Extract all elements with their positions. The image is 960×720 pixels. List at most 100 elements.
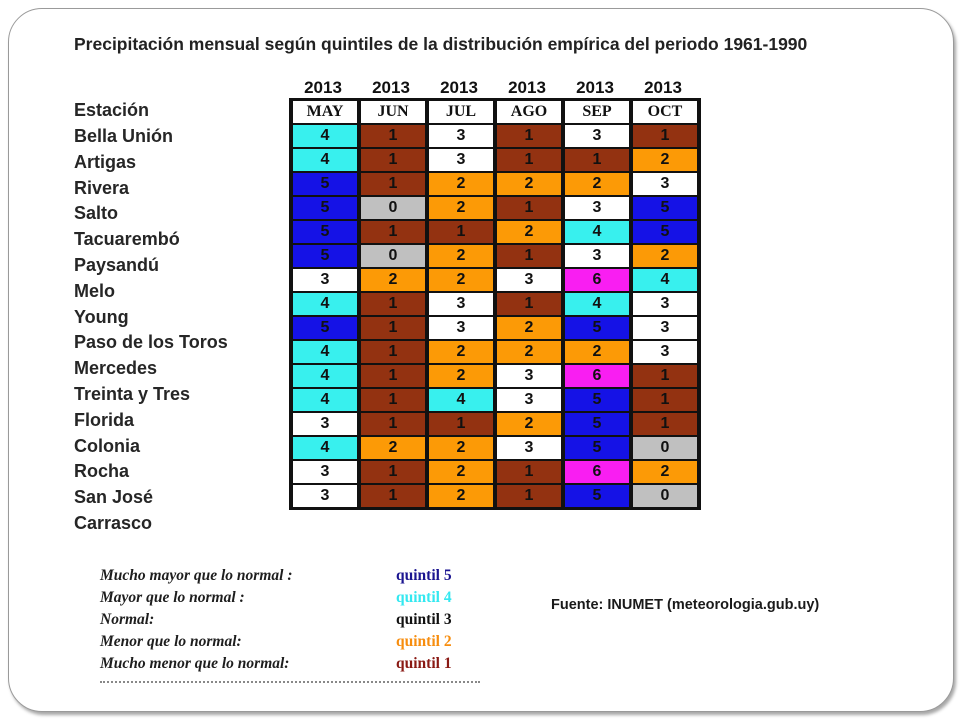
month-header-cell: JUL	[429, 101, 493, 123]
legend-description: Mucho mayor que lo normal :	[100, 567, 293, 584]
quintile-cell: 1	[361, 221, 425, 243]
quintile-cell: 5	[293, 221, 357, 243]
quintile-cell: 6	[565, 461, 629, 483]
month-header-cell: MAY	[293, 101, 357, 123]
quintile-cell: 3	[293, 461, 357, 483]
quintile-cell: 5	[293, 197, 357, 219]
quintile-cell: 2	[429, 365, 493, 387]
quintile-cell: 2	[633, 149, 697, 171]
year-header-cell: 2013	[644, 78, 682, 97]
legend-quintile-label: quintil 1	[396, 655, 452, 672]
station-name: Paysandú	[74, 255, 160, 275]
station-name: Salto	[74, 203, 119, 224]
quintile-cell: 3	[429, 125, 493, 147]
legend-entry: Mayor que lo normal : quintil 4	[100, 589, 500, 611]
quintile-cell: 3	[633, 317, 697, 339]
quintile-cell: 2	[429, 197, 493, 219]
quintile-cell: 6	[565, 269, 629, 291]
quintile-cell: 2	[497, 173, 561, 195]
quintile-cell: 0	[633, 485, 697, 507]
quintile-cell: 5	[633, 197, 697, 219]
quintile-cell: 6	[565, 365, 629, 387]
quintile-cell: 3	[565, 125, 629, 147]
quintile-cell: 1	[429, 413, 493, 435]
legend-quintile-label: quintil 2	[396, 633, 452, 650]
quintile-cell: 3	[497, 389, 561, 411]
quintile-cell: 4	[293, 341, 357, 363]
quintile-cell: 1	[497, 125, 561, 147]
year-header-cell: 2013	[508, 78, 546, 97]
station-name: Treinta y Tres	[74, 384, 191, 404]
year-header-cell: 2013	[304, 78, 342, 97]
quintile-cell: 5	[633, 221, 697, 243]
quintile-cell: 1	[497, 461, 561, 483]
legend-description: Mayor que lo normal :	[100, 589, 245, 606]
legend-description: Menor que lo normal:	[100, 633, 242, 650]
legend-quintile-label: quintil 3	[396, 611, 452, 628]
legend-description: Normal:	[100, 611, 155, 628]
quintile-cell: 3	[497, 365, 561, 387]
quintile-cell: 3	[633, 293, 697, 315]
quintile-cell: 1	[633, 365, 697, 387]
quintile-cell: 0	[361, 197, 425, 219]
station-name: Tacuarembó	[74, 229, 180, 250]
quintile-cell: 0	[361, 245, 425, 267]
quintile-cell: 1	[361, 365, 425, 387]
quintile-cell: 2	[497, 413, 561, 435]
quintile-cell: 2	[429, 461, 493, 483]
year-header-row: 2013 2013 2013 2013 2013 2013	[289, 77, 701, 98]
legend-quintile-label: quintil 5	[396, 567, 452, 584]
quintile-cell: 5	[293, 173, 357, 195]
quintile-cell: 1	[633, 389, 697, 411]
quintile-cell: 2	[497, 221, 561, 243]
quintile-cell: 1	[633, 125, 697, 147]
station-name: Carrasco	[74, 513, 153, 533]
quintile-cell: 2	[429, 245, 493, 267]
quintile-cell: 2	[429, 173, 493, 195]
quintile-cell: 4	[293, 125, 357, 147]
quintile-cell: 4	[293, 293, 357, 315]
quintile-cell: 2	[633, 245, 697, 267]
station-name: Rocha	[74, 461, 130, 482]
quintile-cell: 1	[497, 149, 561, 171]
station-name: Paso de los Toros	[74, 332, 228, 353]
quintile-cell: 3	[497, 269, 561, 291]
quintile-cell: 3	[293, 485, 357, 507]
legend-entry: Normal: quintil 3	[100, 611, 500, 633]
month-header-cell: AGO	[497, 101, 561, 123]
quintile-cell: 3	[293, 413, 357, 435]
quintile-cell: 5	[293, 245, 357, 267]
station-name: San José	[74, 487, 154, 508]
legend-quintile-label: quintil 4	[396, 589, 452, 606]
quintile-cell: 2	[429, 437, 493, 459]
quintile-cell: 4	[293, 437, 357, 459]
legend-entry: Mucho mayor que lo normal : quintil 5	[100, 567, 500, 589]
quintile-cell: 3	[633, 173, 697, 195]
quintile-cell: 2	[361, 269, 425, 291]
quintile-cell: 1	[361, 317, 425, 339]
quintile-cell: 3	[429, 149, 493, 171]
legend-description: Mucho menor que lo normal:	[100, 655, 290, 672]
quintile-cell: 5	[565, 317, 629, 339]
quintile-cell: 0	[633, 437, 697, 459]
month-header-cell: SEP	[565, 101, 629, 123]
quintile-cell: 1	[361, 341, 425, 363]
quintile-cell: 1	[497, 197, 561, 219]
quintile-cell: 5	[565, 389, 629, 411]
quintile-cell: 2	[497, 317, 561, 339]
month-header-row: MAY JUN JUL AGO SEP OCT	[291, 100, 699, 124]
quintile-cell: 5	[293, 317, 357, 339]
